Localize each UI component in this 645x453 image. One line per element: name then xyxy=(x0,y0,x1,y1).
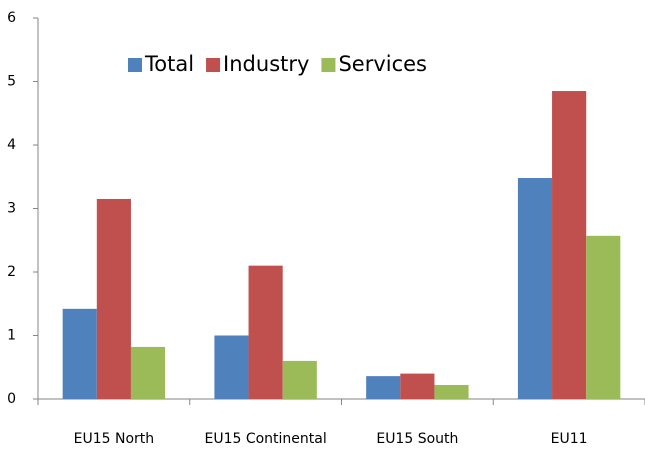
bar xyxy=(282,360,317,399)
bar xyxy=(130,346,166,399)
x-tick-label: EU15 Continental xyxy=(204,431,326,447)
legend-label: Industry xyxy=(223,52,309,76)
bar xyxy=(62,308,97,399)
legend-swatch xyxy=(321,58,336,72)
y-tick-label: 4 xyxy=(7,137,16,153)
bar xyxy=(366,376,401,399)
legend-swatch xyxy=(128,58,142,72)
bar xyxy=(552,91,587,400)
x-tick-label: EU15 South xyxy=(376,431,458,447)
y-tick-label: 0 xyxy=(7,391,16,407)
bar xyxy=(400,373,435,399)
bar xyxy=(248,265,283,399)
bar xyxy=(434,385,469,399)
bar xyxy=(517,178,553,399)
y-tick-label: 5 xyxy=(7,74,16,90)
legend-label: Total xyxy=(144,52,194,76)
x-tick-label: EU11 xyxy=(551,431,588,447)
y-tick-label: 1 xyxy=(7,328,16,344)
y-tick-label: 2 xyxy=(7,264,16,280)
bar xyxy=(586,235,621,399)
legend-swatch xyxy=(206,58,221,72)
bar xyxy=(96,198,131,399)
y-tick-label: 6 xyxy=(7,10,16,26)
bar xyxy=(214,335,249,399)
y-tick-label: 3 xyxy=(7,201,16,217)
x-tick-label: EU15 North xyxy=(74,431,155,447)
legend-label: Services xyxy=(338,52,427,76)
